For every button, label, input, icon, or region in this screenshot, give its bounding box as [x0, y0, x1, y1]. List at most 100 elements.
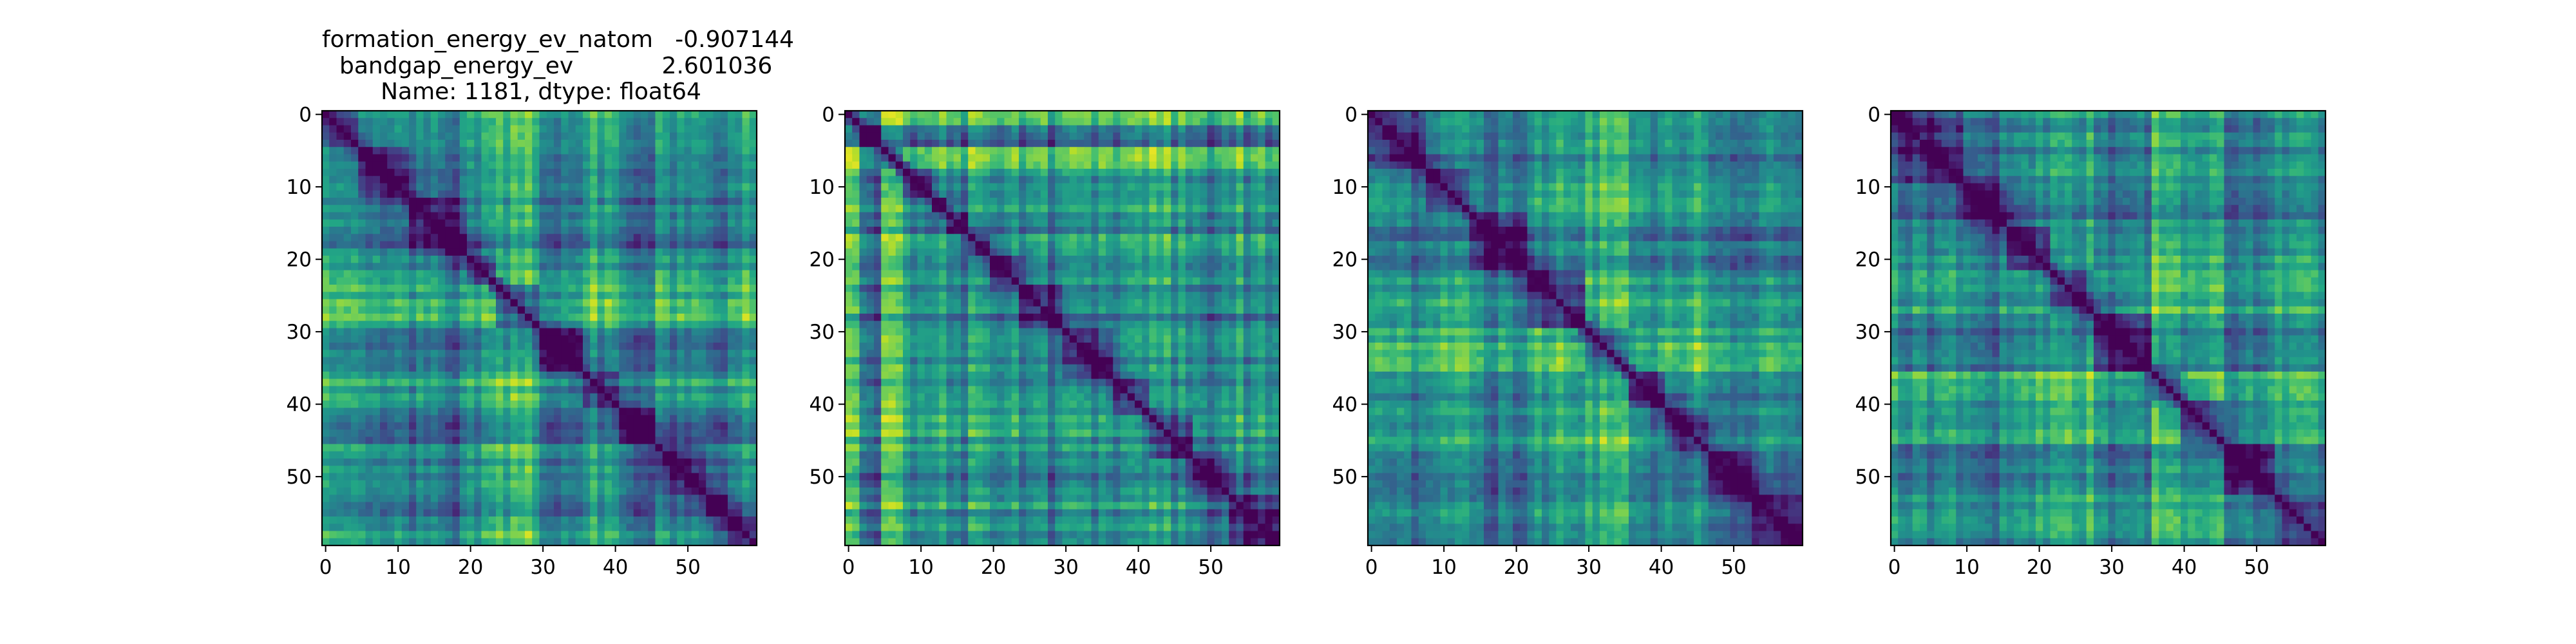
heatmap-cell [641, 495, 649, 503]
heatmap-cell [343, 190, 352, 198]
heatmap-cell [496, 430, 504, 437]
heatmap-cell [888, 466, 896, 474]
heatmap-cell [481, 466, 489, 474]
heatmap-cell [888, 335, 896, 343]
heatmap-cell [852, 198, 860, 205]
heatmap-cell [845, 401, 853, 408]
heatmap-cell [365, 147, 374, 155]
heatmap-cell [655, 190, 663, 198]
heatmap-cell [910, 357, 918, 365]
heatmap-cell [713, 118, 721, 126]
heatmap-cell [1040, 147, 1048, 155]
heatmap-cell [684, 444, 692, 452]
heatmap-cell [852, 234, 860, 242]
heatmap-cell [546, 364, 554, 372]
heatmap-cell [881, 248, 889, 256]
heatmap-cell [329, 495, 337, 503]
heatmap-cell [888, 451, 896, 459]
heatmap-cell [874, 408, 882, 416]
heatmap-cell [561, 140, 569, 147]
heatmap-cell [706, 299, 714, 307]
heatmap-cell [343, 531, 352, 539]
heatmap-cell [539, 263, 547, 271]
heatmap-cell [532, 335, 540, 343]
heatmap-cell [525, 125, 533, 133]
heatmap-cell [648, 459, 656, 466]
heatmap-cell [401, 437, 410, 445]
heatmap-cell [568, 328, 576, 336]
heatmap-cell [735, 415, 743, 423]
heatmap-cell [619, 111, 627, 118]
heatmap-cell [670, 451, 677, 459]
heatmap-cell [1026, 132, 1034, 140]
heatmap-cell [351, 212, 359, 220]
heatmap-cell [859, 524, 867, 532]
heatmap-cell [387, 328, 395, 336]
heatmap-cell [1026, 147, 1034, 155]
heatmap-cell [604, 147, 612, 155]
heatmap-cell [1077, 132, 1084, 140]
heatmap-cell [903, 502, 911, 510]
heatmap-cell [1156, 183, 1164, 191]
heatmap-cell [1135, 140, 1142, 147]
heatmap-cell [336, 306, 345, 314]
heatmap-cell [910, 270, 918, 278]
heatmap-cell [1265, 111, 1273, 118]
heatmap-cell [713, 379, 721, 387]
heatmap-cell [641, 118, 649, 126]
heatmap-cell [655, 321, 663, 329]
heatmap-cell [735, 488, 743, 495]
heatmap-cell [496, 227, 504, 234]
heatmap-cell [336, 516, 345, 524]
heatmap-cell [525, 495, 533, 503]
heatmap-cell [677, 343, 685, 350]
heatmap-cell [496, 190, 504, 198]
heatmap-cell [1214, 118, 1222, 126]
heatmap-cell [351, 270, 359, 278]
heatmap-cell [633, 125, 641, 133]
heatmap-cell [481, 306, 489, 314]
heatmap-cell [626, 473, 634, 481]
heatmap-cell [655, 125, 663, 133]
heatmap-cell [968, 125, 976, 133]
heatmap-cell [641, 357, 649, 365]
heatmap-cell [713, 241, 721, 249]
heatmap-cell [467, 538, 475, 546]
heatmap-cell [590, 430, 598, 437]
heatmap-cell [612, 248, 620, 256]
heatmap-cell [888, 111, 896, 118]
heatmap-cell [655, 386, 663, 394]
heatmap-cell [1251, 125, 1258, 133]
heatmap-cell [372, 538, 381, 546]
heatmap-cell [735, 480, 743, 488]
heatmap-cell [343, 314, 352, 321]
heatmap-cell [568, 111, 576, 118]
heatmap-cell [583, 154, 591, 162]
heatmap-cell [539, 161, 547, 169]
heatmap-cell [670, 292, 677, 300]
heatmap-cell [416, 335, 424, 343]
heatmap-cell [488, 466, 497, 474]
heatmap-cell [365, 270, 374, 278]
heatmap-cell [713, 132, 721, 140]
heatmap-cell [1265, 183, 1273, 191]
heatmap-cell [612, 372, 620, 379]
heatmap-cell [322, 343, 330, 350]
heatmap-cell [997, 169, 1005, 176]
heatmap-cell [539, 241, 547, 249]
heatmap-cell [888, 480, 896, 488]
heatmap-cell [728, 364, 735, 372]
heatmap-cell [597, 270, 605, 278]
heatmap-cell [597, 516, 605, 524]
heatmap-cell [910, 306, 918, 314]
heatmap-cell [561, 516, 569, 524]
heatmap-cell [351, 256, 359, 263]
heatmap-cell [888, 270, 896, 278]
heatmap-cell [874, 502, 882, 510]
heatmap-cell [358, 219, 366, 227]
heatmap-cell [888, 219, 896, 227]
heatmap-cell [859, 372, 867, 379]
heatmap-cell [677, 190, 685, 198]
heatmap-cell [430, 531, 439, 539]
